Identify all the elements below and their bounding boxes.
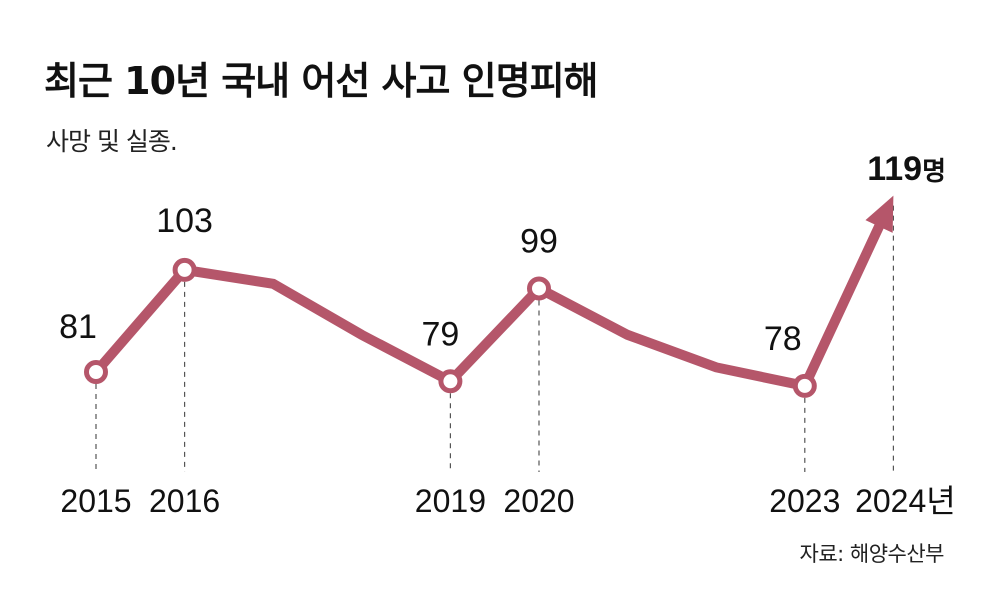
- x-tick-label-2024: 2024년: [855, 483, 956, 519]
- chart-subtitle: 사망 및 실종.: [46, 127, 178, 156]
- data-label-2016: 103: [156, 202, 213, 240]
- x-tick-label-2015: 2015: [60, 483, 131, 519]
- last-value: 119: [867, 150, 922, 188]
- data-point-2015: [84, 360, 108, 384]
- data-point-2023: [792, 373, 817, 398]
- source-note: 자료: 해양수산부: [799, 542, 945, 566]
- data-label-2024: 119명: [867, 150, 946, 188]
- x-tick-label-2023: 2023: [769, 483, 840, 519]
- data-point-2019: [438, 369, 463, 394]
- data-label-2023: 78: [764, 320, 802, 358]
- arrowhead: [865, 195, 894, 233]
- series-line: [92, 217, 887, 392]
- x-tick-label-2019: 2019: [415, 483, 486, 519]
- chart-title: 최근 10년 국내 어선 사고 인명피해: [44, 59, 599, 103]
- data-label-2020: 99: [520, 222, 558, 260]
- data-label-2015: 81: [59, 308, 97, 346]
- data-point-2016: [172, 257, 197, 282]
- last-value-unit: 명: [922, 157, 946, 187]
- x-tick-label-2016: 2016: [149, 483, 220, 519]
- data-label-2019: 79: [421, 315, 459, 353]
- data-point-2020: [527, 276, 551, 301]
- x-tick-label-2020: 2020: [503, 483, 574, 519]
